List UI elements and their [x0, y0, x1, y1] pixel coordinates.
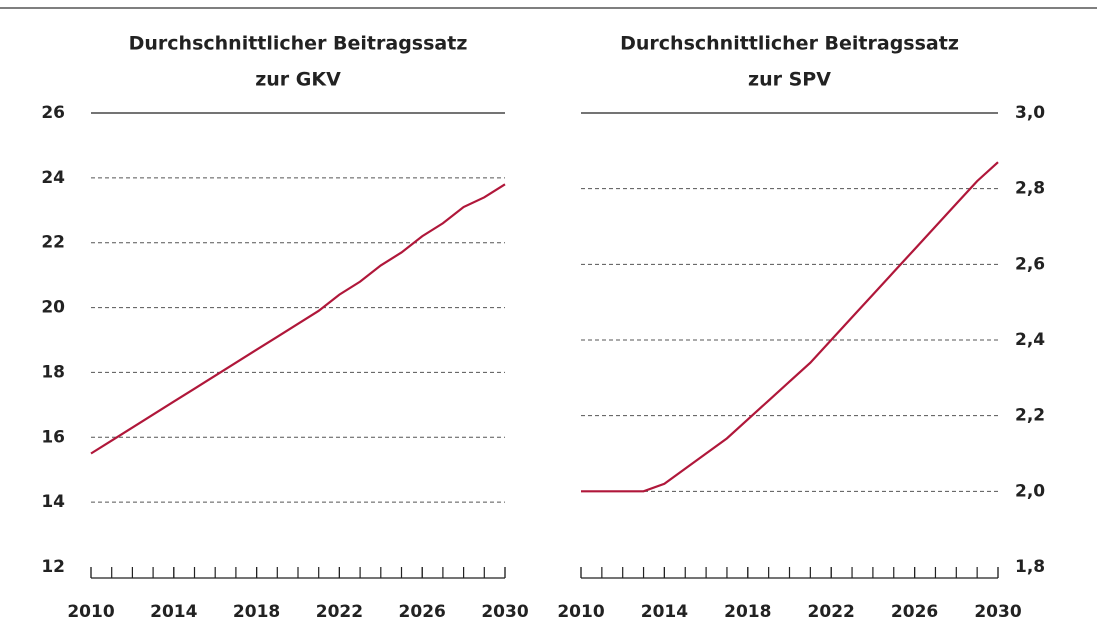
- x-tick-label: 2030: [974, 602, 1021, 622]
- y-tick-label: 18: [41, 362, 65, 382]
- x-tick-label: 2018: [724, 602, 771, 622]
- y-tick-label: 22: [41, 233, 65, 253]
- y-tick-label: 12: [41, 557, 65, 577]
- y-tick-label: 14: [41, 492, 65, 512]
- chart-title: Durchschnittlicher Beitragssatz: [129, 33, 468, 55]
- x-tick-label: 2030: [481, 602, 528, 622]
- y-tick-label: 3,0: [1015, 103, 1045, 123]
- data-line: [581, 161, 999, 493]
- y-tick-label: 2,8: [1015, 179, 1045, 199]
- x-tick-label: 2010: [67, 602, 114, 622]
- x-tick-label: 2010: [557, 602, 604, 622]
- data-line: [90, 183, 506, 455]
- y-tick-label: 20: [41, 298, 65, 318]
- x-tick-label: 2014: [641, 602, 688, 622]
- chart-title: zur SPV: [748, 69, 831, 91]
- x-tick-label: 2026: [891, 602, 938, 622]
- x-tick-label: 2026: [399, 602, 446, 622]
- y-tick-label: 2,2: [1015, 406, 1045, 426]
- x-tick-label: 2014: [150, 602, 197, 622]
- x-tick-label: 2022: [808, 602, 855, 622]
- y-tick-label: 2,4: [1015, 330, 1045, 350]
- y-tick-label: 16: [41, 427, 65, 447]
- x-tick-label: 2022: [316, 602, 363, 622]
- y-tick-label: 1,8: [1015, 557, 1045, 577]
- y-tick-label: 2,0: [1015, 481, 1045, 501]
- y-tick-label: 2,6: [1015, 254, 1045, 274]
- chart-title: Durchschnittlicher Beitragssatz: [620, 33, 959, 55]
- y-tick-label: 24: [41, 168, 65, 188]
- y-tick-label: 26: [41, 103, 65, 123]
- chart-title: zur GKV: [255, 69, 341, 91]
- x-tick-label: 2018: [233, 602, 280, 622]
